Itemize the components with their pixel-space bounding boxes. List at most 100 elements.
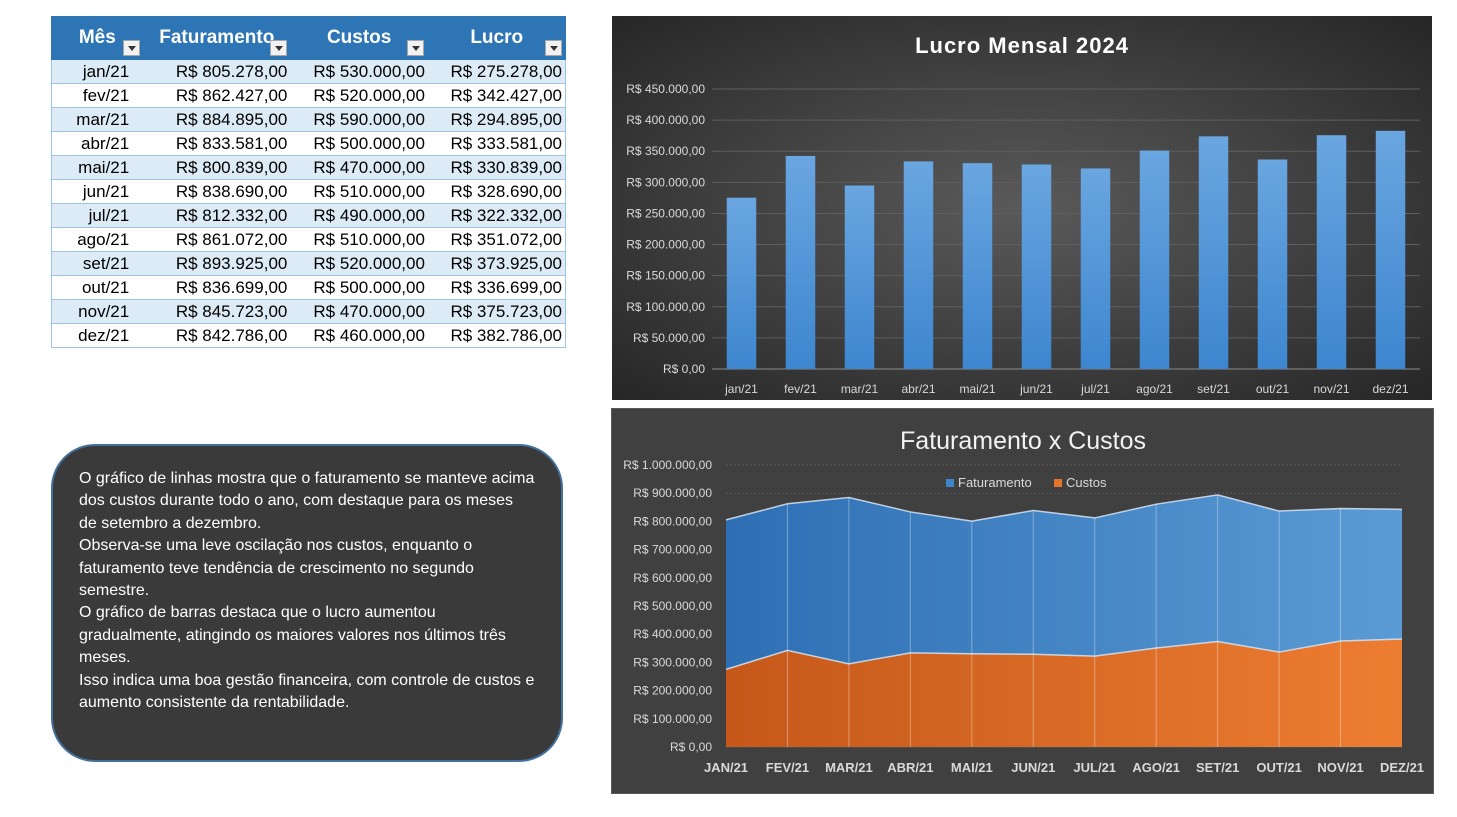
cell-profit[interactable]: R$ 330.839,00 — [427, 155, 566, 180]
column-header-revenue[interactable]: Faturamento — [142, 16, 291, 60]
chart-title: Lucro Mensal 2024 — [915, 33, 1129, 58]
x-tick-label: nov/21 — [1313, 382, 1349, 396]
profit-bar-chart-svg: Lucro Mensal 2024 R$ 0,00 R$ 50.000,00 R$ 1… — [626, 33, 1420, 396]
cell-costs[interactable]: R$ 490.000,00 — [290, 203, 428, 228]
x-tick-label: mar/21 — [841, 382, 879, 396]
cell-profit[interactable]: R$ 373.925,00 — [427, 251, 566, 276]
cell-month[interactable]: out/21 — [51, 275, 144, 300]
cell-revenue[interactable]: R$ 845.723,00 — [143, 299, 291, 324]
y-tick-label: R$ 0,00 — [663, 362, 705, 376]
cell-revenue[interactable]: R$ 862.427,00 — [143, 83, 291, 108]
table-row: out/21 R$ 836.699,00 R$ 500.000,00 R$ 336.6… — [51, 275, 566, 300]
table-row: abr/21 R$ 833.581,00 R$ 500.000,00 R$ 333.5… — [51, 131, 566, 156]
cell-profit[interactable]: R$ 294.895,00 — [427, 107, 566, 132]
cell-revenue[interactable]: R$ 884.895,00 — [143, 107, 291, 132]
analysis-paragraph: O gráfico de linhas mostra que o faturam… — [79, 470, 535, 532]
cell-costs[interactable]: R$ 460.000,00 — [290, 323, 428, 348]
filter-dropdown-icon[interactable] — [122, 40, 140, 56]
cell-month[interactable]: jun/21 — [51, 179, 144, 204]
cell-costs[interactable]: R$ 500.000,00 — [290, 131, 428, 156]
cell-revenue[interactable]: R$ 812.332,00 — [143, 203, 291, 228]
cell-revenue[interactable]: R$ 893.925,00 — [143, 251, 291, 276]
x-tick-label: AGO/21 — [1132, 760, 1180, 775]
cell-month[interactable]: mai/21 — [51, 155, 144, 180]
series-area-custos — [726, 639, 1402, 747]
y-tick-label: R$ 300.000,00 — [633, 655, 712, 669]
cell-costs[interactable]: R$ 510.000,00 — [290, 227, 428, 252]
cell-costs[interactable]: R$ 510.000,00 — [290, 179, 428, 204]
cell-costs[interactable]: R$ 520.000,00 — [290, 83, 428, 108]
cell-revenue[interactable]: R$ 805.278,00 — [143, 59, 291, 84]
column-header-costs[interactable]: Custos — [289, 16, 429, 60]
profit-bar-chart[interactable]: Lucro Mensal 2024 R$ 0,00 R$ 50.000,00 R$ 1… — [612, 16, 1432, 400]
cell-revenue[interactable]: R$ 842.786,00 — [143, 323, 291, 348]
cell-profit[interactable]: R$ 328.690,00 — [427, 179, 566, 204]
cell-revenue[interactable]: R$ 861.072,00 — [143, 227, 291, 252]
bar — [1257, 159, 1288, 369]
cell-revenue[interactable]: R$ 836.699,00 — [143, 275, 291, 300]
cell-month[interactable]: jan/21 — [51, 59, 144, 84]
cell-month[interactable]: jul/21 — [51, 203, 144, 228]
cell-month[interactable]: fev/21 — [51, 83, 144, 108]
cell-revenue[interactable]: R$ 833.581,00 — [143, 131, 291, 156]
cell-costs[interactable]: R$ 470.000,00 — [290, 155, 428, 180]
cell-profit[interactable]: R$ 375.723,00 — [427, 299, 566, 324]
filter-dropdown-icon[interactable] — [269, 40, 287, 56]
x-tick-label: MAR/21 — [825, 760, 873, 775]
cell-month[interactable]: nov/21 — [51, 299, 144, 324]
table-row: dez/21 R$ 842.786,00 R$ 460.000,00 R$ 382.7… — [51, 323, 566, 348]
bar — [844, 185, 875, 369]
revenue-costs-area-chart-svg: Faturamento x Custos R$ 0,00 R$ 100.000,00… — [623, 427, 1424, 775]
cell-profit[interactable]: R$ 351.072,00 — [427, 227, 566, 252]
cell-month[interactable]: dez/21 — [51, 323, 144, 348]
cell-month[interactable]: mar/21 — [51, 107, 144, 132]
cell-month[interactable]: ago/21 — [51, 227, 144, 252]
series-area-custos-outline — [725, 638, 1403, 671]
column-header-month[interactable]: Mês — [51, 16, 144, 60]
table-row: jan/21 R$ 805.278,00 R$ 530.000,00 R$ 275.2… — [51, 59, 566, 84]
cell-month[interactable]: abr/21 — [51, 131, 144, 156]
x-tick-label: FEV/21 — [766, 760, 809, 775]
legend-swatch — [1054, 479, 1062, 487]
bar — [1198, 136, 1229, 369]
cell-profit[interactable]: R$ 275.278,00 — [427, 59, 566, 84]
y-tick-label: R$ 50.000,00 — [633, 331, 705, 345]
revenue-table: Mês Faturamento Custos Lucro jan/21 R$ 80… — [51, 16, 566, 348]
x-tick-label: NOV/21 — [1317, 760, 1363, 775]
cell-costs[interactable]: R$ 530.000,00 — [290, 59, 428, 84]
cell-revenue[interactable]: R$ 838.690,00 — [143, 179, 291, 204]
cell-costs[interactable]: R$ 520.000,00 — [290, 251, 428, 276]
revenue-costs-area-chart[interactable]: Faturamento x Custos R$ 0,00 R$ 100.000,00… — [611, 408, 1434, 794]
cell-profit[interactable]: R$ 382.786,00 — [427, 323, 566, 348]
column-header-label: Faturamento — [159, 27, 275, 48]
y-tick-label: R$ 700.000,00 — [633, 543, 712, 557]
x-tick-label: JUL/21 — [1073, 760, 1116, 775]
cell-revenue[interactable]: R$ 800.839,00 — [143, 155, 291, 180]
table-body: jan/21 R$ 805.278,00 R$ 530.000,00 R$ 275.2… — [51, 59, 566, 348]
column-header-profit[interactable]: Lucro — [427, 16, 566, 60]
y-tick-label: R$ 300.000,00 — [626, 175, 705, 189]
column-header-label: Lucro — [470, 27, 524, 48]
x-tick-label: JUN/21 — [1011, 760, 1055, 775]
cell-costs[interactable]: R$ 470.000,00 — [290, 299, 428, 324]
bar — [1080, 168, 1111, 369]
table-row: mai/21 R$ 800.839,00 R$ 470.000,00 R$ 330.8… — [51, 155, 566, 180]
cell-profit[interactable]: R$ 342.427,00 — [427, 83, 566, 108]
cell-costs[interactable]: R$ 500.000,00 — [290, 275, 428, 300]
y-tick-label: R$ 100.000,00 — [633, 712, 712, 726]
cell-profit[interactable]: R$ 336.699,00 — [427, 275, 566, 300]
cell-costs[interactable]: R$ 590.000,00 — [290, 107, 428, 132]
x-tick-label: DEZ/21 — [1380, 760, 1424, 775]
y-tick-label: R$ 600.000,00 — [633, 571, 712, 585]
cell-month[interactable]: set/21 — [51, 251, 144, 276]
table-row: nov/21 R$ 845.723,00 R$ 470.000,00 R$ 375.7… — [51, 299, 566, 324]
bar — [1021, 164, 1052, 369]
filter-dropdown-icon[interactable] — [545, 40, 562, 56]
cell-profit[interactable]: R$ 333.581,00 — [427, 131, 566, 156]
cell-profit[interactable]: R$ 322.332,00 — [427, 203, 566, 228]
y-tick-label: R$ 800.000,00 — [633, 514, 712, 528]
legend-label: Faturamento — [958, 475, 1032, 490]
legend-swatch — [946, 479, 954, 487]
y-tick-label: R$ 900.000,00 — [633, 486, 712, 500]
filter-dropdown-icon[interactable] — [407, 40, 425, 56]
